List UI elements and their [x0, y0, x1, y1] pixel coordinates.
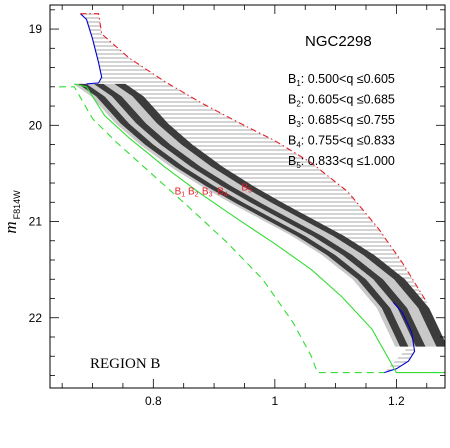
chart-title: NGC2298 [305, 33, 372, 50]
bin-legend-item: B2: 0.605<q ≤0.685 [288, 93, 395, 109]
band-label: B5 [241, 183, 252, 195]
band-label: B2 [188, 187, 199, 199]
y-axis-label-main: m [1, 221, 20, 233]
bin-legend-item: B4: 0.755<q ≤0.833 [288, 134, 395, 150]
plot-frame [49, 4, 446, 389]
band-label: B1 [175, 187, 186, 199]
bin-legend: B1: 0.500<q ≤0.605 B2: 0.605<q ≤0.685 B3: … [288, 72, 395, 170]
y-axis-label: mF814W [1, 190, 22, 234]
svg-text:mF814W: mF814W [1, 190, 22, 234]
series-msrl-right-edge [384, 302, 416, 374]
series-boundary-dashed [59, 86, 385, 374]
y-axis-label-sub: F814W [12, 190, 22, 220]
bin-legend-item: B1: 0.500<q ≤0.605 [288, 72, 395, 88]
series-msrl-left-edge [80, 13, 103, 85]
y-tick-label: 22 [29, 311, 43, 325]
y-tick-label: 20 [29, 118, 43, 132]
region-annotation: REGION B [90, 356, 160, 372]
series-boundary-solid [74, 83, 445, 374]
bin-legend-item: B3: 0.685<q ≤0.755 [288, 113, 395, 129]
band-labels: B1 B2 B3 B4 B5 [175, 183, 253, 199]
q-band-3 [86, 83, 416, 347]
x-tick-label: 1 [272, 394, 279, 408]
x-tick-label: 1.2 [388, 394, 405, 408]
series-binary-upper-edge [80, 13, 428, 303]
q-band-2 [78, 83, 409, 347]
x-tick-label: 0.8 [145, 394, 162, 408]
q-band-6 [114, 83, 445, 347]
y-tick-label: 19 [29, 22, 43, 36]
q-band-4 [93, 83, 426, 347]
q-band-5 [103, 83, 437, 347]
q-band-1 [73, 83, 400, 347]
y-tick-label: 21 [29, 215, 43, 229]
band-label: B3 [202, 187, 213, 199]
band-label: B4 [217, 187, 228, 199]
bin-legend-item: B5: 0.833<q ≤1.000 [288, 154, 395, 170]
